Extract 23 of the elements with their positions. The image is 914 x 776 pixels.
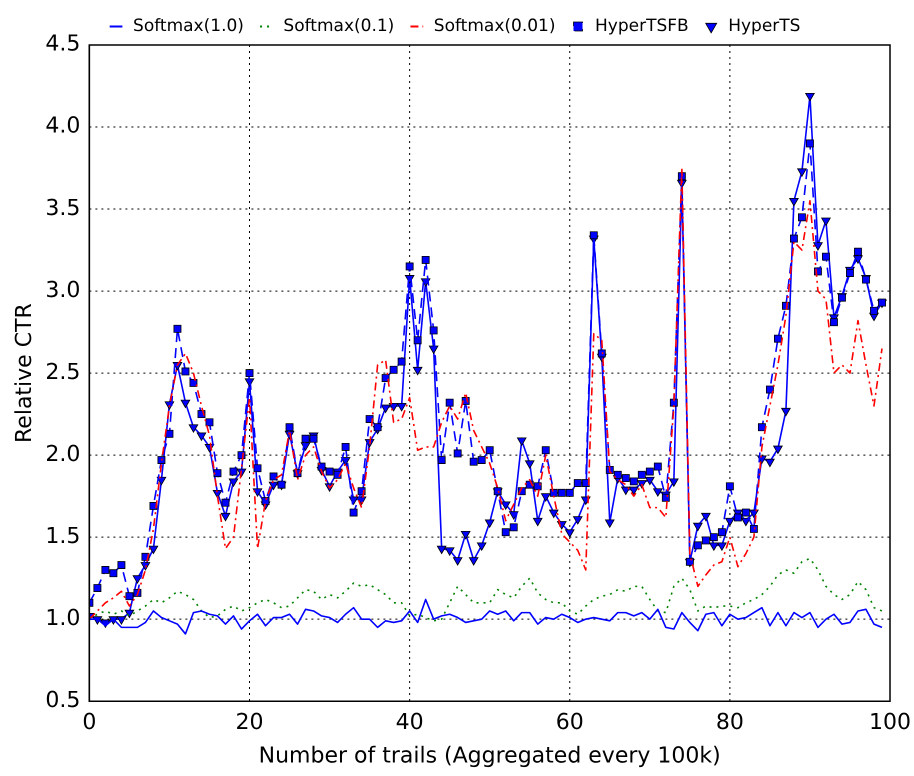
y-tick-label: 3.0 bbox=[45, 278, 80, 303]
x-tick-label: 20 bbox=[236, 710, 264, 736]
legend-label: Softmax(1.0) bbox=[133, 16, 244, 36]
y-axis-title: Relative CTR bbox=[12, 303, 37, 444]
x-axis-title: Number of trails (Aggregated every 100k) bbox=[258, 744, 721, 769]
legend-label: HyperTS bbox=[728, 16, 800, 36]
line-series bbox=[89, 558, 883, 622]
legend-label: Softmax(0.01) bbox=[434, 16, 556, 36]
y-tick-label: 3.5 bbox=[45, 196, 80, 221]
y-tick-label: 2.5 bbox=[45, 360, 80, 385]
x-tick-label: 0 bbox=[82, 710, 96, 736]
x-tick-label: 40 bbox=[396, 710, 424, 736]
legend-label: Softmax(0.1) bbox=[283, 16, 394, 36]
y-tick-label: 4.5 bbox=[45, 32, 80, 57]
y-tick-label: 2.0 bbox=[45, 442, 80, 467]
y-tick-label: 1.0 bbox=[45, 606, 80, 631]
x-tick-label: 100 bbox=[869, 710, 912, 736]
x-tick-label: 80 bbox=[716, 710, 744, 736]
y-tick-label: 1.5 bbox=[45, 524, 80, 549]
y-tick-label: 0.5 bbox=[45, 688, 80, 713]
legend-label: HyperTSFB bbox=[595, 16, 689, 36]
x-tick-label: 60 bbox=[556, 710, 584, 736]
y-tick-label: 4.0 bbox=[45, 114, 80, 139]
